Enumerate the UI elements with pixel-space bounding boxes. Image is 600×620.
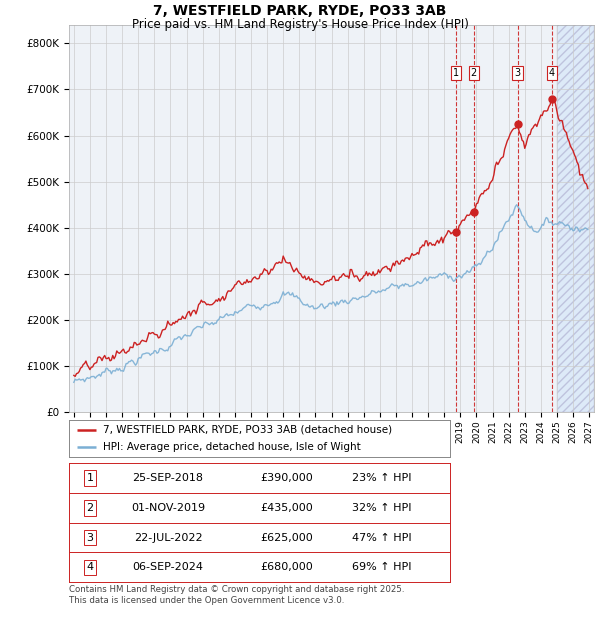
Text: £435,000: £435,000 (260, 503, 313, 513)
Text: 2: 2 (86, 503, 94, 513)
Bar (557, 25, 594, 412)
Text: 69% ↑ HPI: 69% ↑ HPI (352, 562, 411, 572)
Text: 47% ↑ HPI: 47% ↑ HPI (352, 533, 411, 542)
Text: 3: 3 (86, 533, 94, 542)
Text: Contains HM Land Registry data © Crown copyright and database right 2025.
This d: Contains HM Land Registry data © Crown c… (69, 585, 404, 604)
Text: 4: 4 (86, 562, 94, 572)
Bar (557, 25, 594, 412)
Text: 3: 3 (514, 68, 521, 78)
Text: £680,000: £680,000 (260, 562, 313, 572)
Text: Price paid vs. HM Land Registry's House Price Index (HPI): Price paid vs. HM Land Registry's House … (131, 18, 469, 31)
Text: 1: 1 (86, 473, 94, 483)
Text: 2: 2 (471, 68, 477, 78)
Text: 7, WESTFIELD PARK, RYDE, PO33 3AB: 7, WESTFIELD PARK, RYDE, PO33 3AB (154, 4, 446, 19)
Text: 7, WESTFIELD PARK, RYDE, PO33 3AB (detached house): 7, WESTFIELD PARK, RYDE, PO33 3AB (detac… (103, 425, 392, 435)
Text: 1: 1 (453, 68, 459, 78)
Text: £390,000: £390,000 (260, 473, 313, 483)
Text: 23% ↑ HPI: 23% ↑ HPI (352, 473, 411, 483)
Text: HPI: Average price, detached house, Isle of Wight: HPI: Average price, detached house, Isle… (103, 442, 361, 452)
Text: 4: 4 (549, 68, 555, 78)
Text: 06-SEP-2024: 06-SEP-2024 (133, 562, 203, 572)
Text: 22-JUL-2022: 22-JUL-2022 (134, 533, 202, 542)
Text: £625,000: £625,000 (260, 533, 313, 542)
Text: 32% ↑ HPI: 32% ↑ HPI (352, 503, 411, 513)
Text: 25-SEP-2018: 25-SEP-2018 (133, 473, 203, 483)
Text: 01-NOV-2019: 01-NOV-2019 (131, 503, 205, 513)
